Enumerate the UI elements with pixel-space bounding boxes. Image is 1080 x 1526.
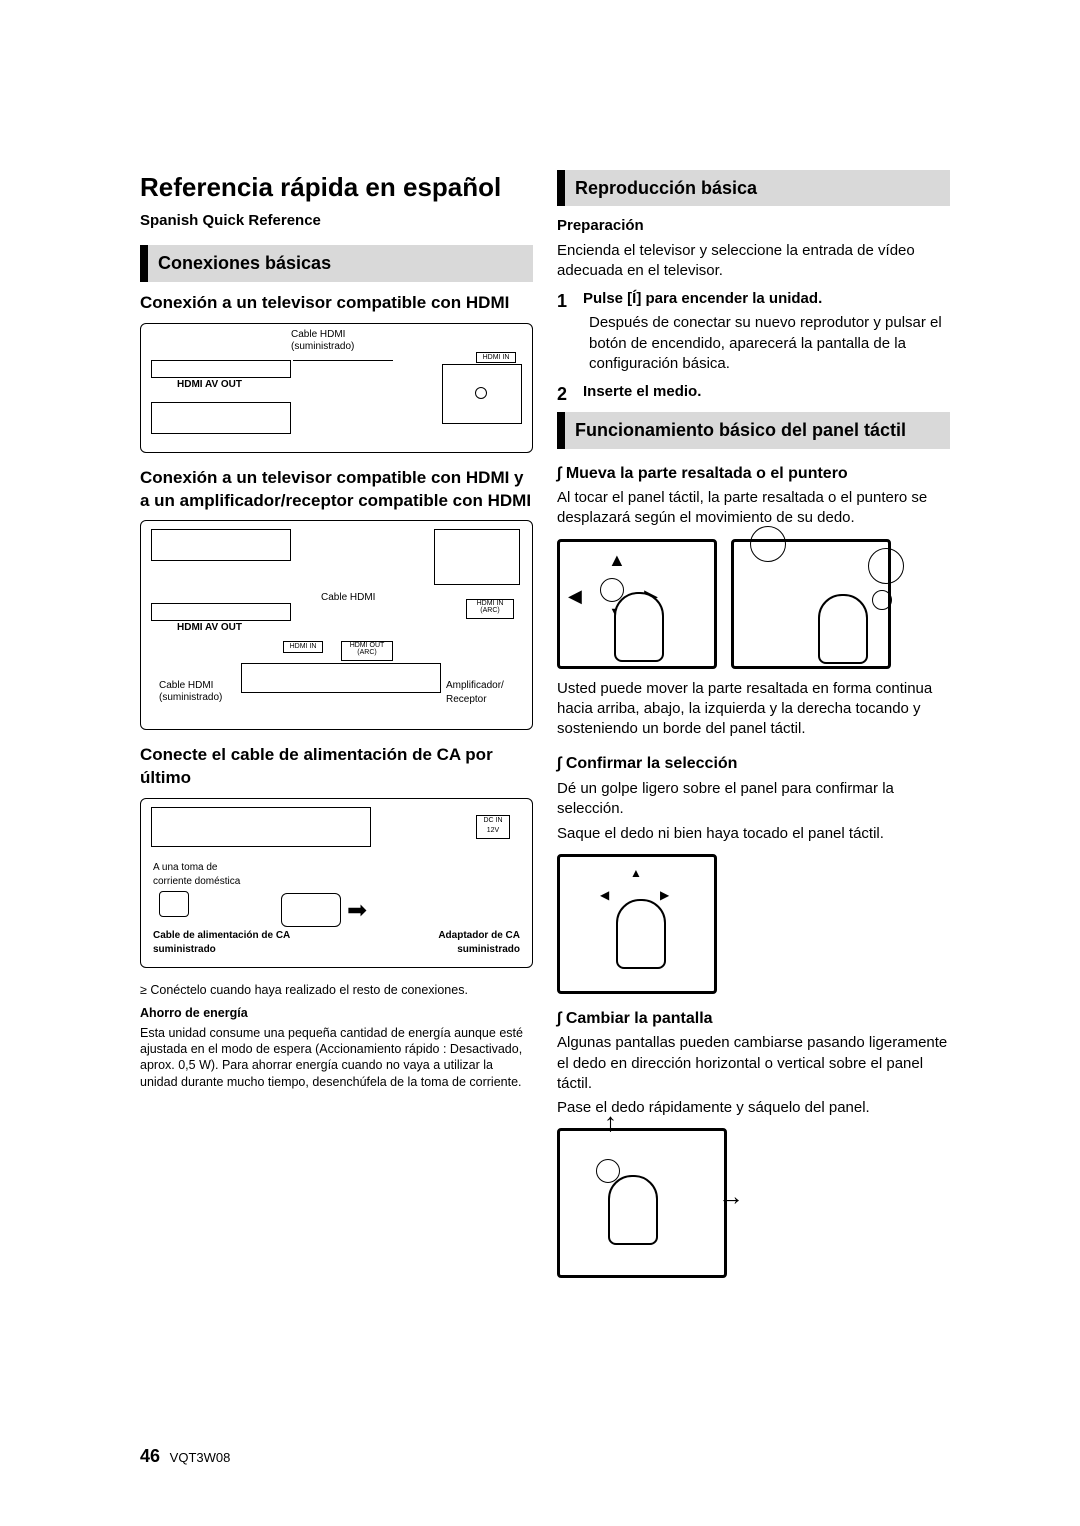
left-column: Referencia rápida en español Spanish Qui…: [140, 170, 533, 1288]
arrow-icon: ➡: [347, 895, 367, 927]
page-subtitle: Spanish Quick Reference: [140, 211, 533, 231]
touch-p3: Dé un golpe ligero sobre el panel para c…: [557, 779, 950, 820]
step-1-body: Después de conectar su nuevo reprodutor …: [583, 313, 950, 374]
touch-diagram-swipe: ↑ →: [557, 1128, 727, 1278]
section-reproduccion: Reproducción básica: [557, 170, 950, 206]
diagram-hdmi-tv: Cable HDMI (suministrado) HDMI IN HDMI A…: [140, 323, 533, 453]
page-title: Referencia rápida en español: [140, 170, 533, 205]
cable-line: [293, 360, 393, 361]
page-footer: 46 VQT3W08: [140, 1444, 230, 1468]
section-touchpad: Funcionamiento básico del panel táctil: [557, 412, 950, 448]
label-adapter: Adaptador de CA suministrado: [410, 929, 520, 956]
touch-diagram-edge: [731, 539, 891, 669]
amp-box: [241, 663, 441, 693]
touch-h3: Cambiar la pantalla: [557, 1008, 950, 1030]
tv-icon: [442, 364, 522, 424]
adapter-box: [281, 893, 341, 927]
label-hdmi-in: HDMI IN: [476, 352, 516, 363]
steps-list: 1 Pulse [Í] para encender la unidad. Des…: [557, 289, 950, 402]
touch-p5: Algunas pantallas pueden cambiarse pasan…: [557, 1033, 950, 1094]
step-2-num: 2: [557, 382, 567, 406]
label-hdmi-in-2: HDMI IN: [283, 641, 323, 652]
touch-p1: Al tocar el panel táctil, la parte resal…: [557, 488, 950, 529]
connect-note: Conéctelo cuando haya realizado el resto…: [140, 982, 533, 998]
label-suministrado-2: (suministrado): [159, 691, 222, 705]
label-suministrado: (suministrado): [291, 340, 354, 354]
touch-diagrams-row: ▲ ◀ ▶ ▼: [557, 539, 950, 669]
energy-header: Ahorro de energía: [140, 1005, 533, 1021]
label-amp: Amplificador/ Receptor: [446, 679, 516, 706]
step-2-title: Inserte el medio.: [583, 383, 701, 400]
right-column: Reproducción básica Preparación Encienda…: [557, 170, 950, 1288]
step-1-num: 1: [557, 289, 567, 313]
label-hdmi-out-arc: HDMI OUT (ARC): [341, 641, 393, 661]
step-1-title: Pulse [Í] para encender la unidad.: [583, 290, 822, 307]
label-dc-in: DC IN 12V: [476, 815, 510, 839]
prep-header: Preparación: [557, 216, 950, 236]
touch-diagram-move: ▲ ◀ ▶ ▼: [557, 539, 717, 669]
tv-icon-2: [434, 529, 520, 585]
touch-diagram-tap: ▲ ◀ ▶ ▼: [557, 854, 717, 994]
plug-icon: [159, 891, 189, 917]
section-conexiones: Conexiones básicas: [140, 245, 533, 281]
diagram-power: DC IN 12V A una toma de corriente domést…: [140, 798, 533, 968]
sub-power: Conecte el cable de alimentación de CA p…: [140, 744, 533, 790]
sub-hdmi-tv: Conexión a un televisor compatible con H…: [140, 292, 533, 315]
label-av-out-2: HDMI AV OUT: [177, 621, 242, 635]
label-outlet: A una toma de corriente doméstica: [153, 861, 253, 888]
label-hdmi-in-arc: HDMI IN (ARC): [466, 599, 514, 619]
player-icon-2: [151, 529, 291, 561]
step-1: 1 Pulse [Í] para encender la unidad. Des…: [557, 289, 950, 374]
player-icon: [151, 402, 291, 434]
energy-body: Esta unidad consume una pequeña cantidad…: [140, 1025, 533, 1090]
touch-p4: Saque el dedo ni bien haya tocado el pan…: [557, 824, 950, 844]
label-cable-hdmi-2: Cable HDMI: [321, 591, 375, 605]
arrow-right-icon: →: [718, 1179, 744, 1214]
hdmi-bar: [151, 360, 291, 378]
doc-code: VQT3W08: [170, 1450, 231, 1465]
arrow-up-icon: ↑: [604, 1105, 617, 1140]
player-back: [151, 807, 371, 847]
page-number: 46: [140, 1446, 160, 1466]
touch-p2: Usted puede mover la parte resaltada en …: [557, 679, 950, 740]
touch-h1: Mueva la parte resaltada o el puntero: [557, 463, 950, 485]
hdmi-bar-2: [151, 603, 291, 621]
label-av-out: HDMI AV OUT: [177, 378, 242, 392]
diagram-hdmi-amp: Cable HDMI HDMI IN (ARC) HDMI AV OUT HDM…: [140, 520, 533, 730]
label-cable-ac: Cable de alimentación de CA suministrado: [153, 929, 303, 956]
touch-h2: Confirmar la selección: [557, 753, 950, 775]
prep-body: Encienda el televisor y seleccione la en…: [557, 241, 950, 282]
step-2: 2 Inserte el medio.: [557, 382, 950, 402]
sub-hdmi-amp: Conexión a un televisor compatible con H…: [140, 467, 533, 513]
